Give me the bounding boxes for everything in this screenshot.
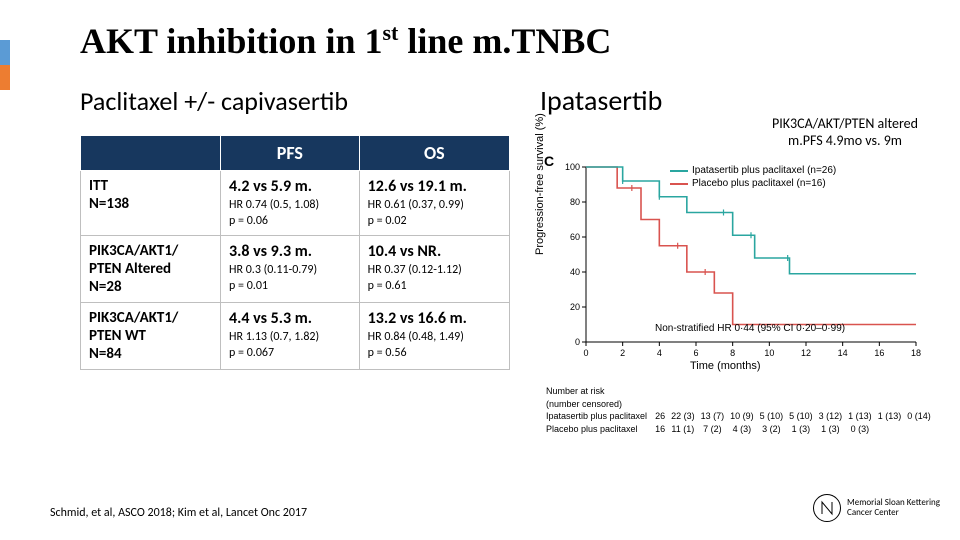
svg-text:20: 20 — [570, 302, 580, 312]
svg-text:6: 6 — [693, 348, 698, 358]
risk-cell: 1 (3) — [819, 423, 849, 436]
legend-row-ipa: Ipatasertib plus paclitaxel (n=26) — [670, 165, 836, 176]
svg-text:40: 40 — [570, 267, 580, 277]
risk-cell: 16 — [655, 423, 671, 436]
svg-text:16: 16 — [874, 348, 884, 358]
svg-text:0: 0 — [583, 348, 588, 358]
svg-text:18: 18 — [911, 348, 921, 358]
svg-text:8: 8 — [730, 348, 735, 358]
row-label: PIK3CA/AKT1/PTEN AlteredN=28 — [81, 236, 221, 303]
os-cell: 12.6 vs 19.1 m.HR 0.61 (0.37, 0.99)p = 0… — [359, 171, 509, 236]
risk-cell: 3 (12) — [819, 410, 849, 423]
risk-cell: 10 (9) — [730, 410, 760, 423]
os-cell: 13.2 vs 16.6 m.HR 0.84 (0.48, 1.49)p = 0… — [359, 303, 509, 370]
svg-text:2: 2 — [620, 348, 625, 358]
risk-cell: 1 (13) — [878, 410, 908, 423]
os-cell: 10.4 vs NR.HR 0.37 (0.12-1.12)p = 0.61 — [359, 236, 509, 303]
subtitle-left: Paclitaxel +/- capivasertib — [80, 85, 348, 117]
title-pre: AKT inhibition in 1 — [80, 21, 382, 61]
mskcc-logo: Memorial Sloan Kettering Cancer Center — [813, 494, 940, 522]
risk-cell: 11 (1) — [671, 423, 701, 436]
svg-text:12: 12 — [801, 348, 811, 358]
page-title: AKT inhibition in 1st line m.TNBC — [80, 20, 611, 62]
pfs-cell: 3.8 vs 9.3 m.HR 0.3 (0.11-0.79)p = 0.01 — [221, 236, 360, 303]
risk-row: Placebo plus paclitaxel1611 (1)7 (2)4 (3… — [546, 423, 937, 436]
legend-row-placebo: Placebo plus paclitaxel (n=16) — [670, 178, 836, 189]
km-legend: Ipatasertib plus paclitaxel (n=26) Place… — [670, 165, 836, 191]
legend-label-placebo: Placebo plus paclitaxel (n=16) — [692, 178, 826, 189]
risk-cell: 5 (10) — [760, 410, 790, 423]
row-label: PIK3CA/AKT1/PTEN WTN=84 — [81, 303, 221, 370]
title-sup: st — [382, 20, 398, 45]
risk-cell: 26 — [655, 410, 671, 423]
svg-text:4: 4 — [657, 348, 662, 358]
risk-cell: 1 (3) — [789, 423, 819, 436]
pik3-note-line1: PIK3CA/AKT/PTEN altered — [772, 115, 918, 132]
pik3-note-line2: m.PFS 4.9mo vs. 9m — [788, 132, 902, 149]
legend-swatch-ipa — [670, 170, 688, 172]
km-xlabel: Time (months) — [690, 360, 761, 372]
risk-cell: 5 (10) — [789, 410, 819, 423]
pfs-cell: 4.4 vs 5.3 m.HR 1.13 (0.7, 1.82)p = 0.06… — [221, 303, 360, 370]
title-post: line m.TNBC — [398, 21, 611, 61]
risk-label: Placebo plus paclitaxel — [546, 423, 655, 436]
logo-line2: Cancer Center — [847, 507, 899, 518]
legend-label-ipa: Ipatasertib plus paclitaxel (n=26) — [692, 165, 836, 176]
logo-text: Memorial Sloan Kettering Cancer Center — [847, 498, 940, 518]
risk-cell — [907, 423, 937, 436]
logo-icon — [813, 494, 841, 522]
risk-cell: 4 (3) — [730, 423, 760, 436]
pik3-note: PIK3CA/AKT/PTEN altered m.PFS 4.9mo vs. … — [745, 115, 945, 149]
risk-cell: 0 (14) — [907, 410, 937, 423]
row-label: ITTN=138 — [81, 171, 221, 236]
svg-text:14: 14 — [838, 348, 848, 358]
results-table: PFS OS ITTN=1384.2 vs 5.9 m.HR 0.74 (0.5… — [80, 135, 510, 370]
risk-cell: 7 (2) — [701, 423, 731, 436]
legend-swatch-placebo — [670, 183, 688, 185]
svg-text:100: 100 — [565, 162, 580, 172]
pfs-cell: 4.2 vs 5.9 m.HR 0.74 (0.5, 1.08)p = 0.06 — [221, 171, 360, 236]
subtitle-right: Ipatasertib — [540, 83, 662, 118]
risk-table: Number at risk (number censored) Ipatase… — [546, 385, 937, 435]
th-blank — [81, 136, 221, 171]
svg-text:60: 60 — [570, 232, 580, 242]
svg-text:10: 10 — [764, 348, 774, 358]
risk-cell: 1 (13) — [848, 410, 878, 423]
risk-cell — [878, 423, 908, 436]
risk-row: Ipatasertib plus paclitaxel2622 (3)13 (7… — [546, 410, 937, 423]
risk-label: Ipatasertib plus paclitaxel — [546, 410, 655, 423]
risk-cell: 3 (2) — [760, 423, 790, 436]
th-os: OS — [359, 136, 509, 171]
accent-bar — [0, 40, 10, 90]
risk-cell: 0 (3) — [848, 423, 878, 436]
svg-text:0: 0 — [575, 337, 580, 347]
svg-text:80: 80 — [570, 197, 580, 207]
km-plot: C 020406080100024681012141618 Progressio… — [540, 155, 940, 475]
th-pfs: PFS — [221, 136, 360, 171]
table-row: PIK3CA/AKT1/PTEN AlteredN=283.8 vs 9.3 m… — [81, 236, 510, 303]
citation: Schmid, et al, ASCO 2018; Kim et al, Lan… — [50, 506, 307, 520]
risk-cell: 13 (7) — [701, 410, 731, 423]
table-row: PIK3CA/AKT1/PTEN WTN=844.4 vs 5.3 m.HR 1… — [81, 303, 510, 370]
risk-header1: Number at risk — [546, 385, 937, 398]
risk-header2: (number censored) — [546, 398, 937, 411]
table-row: ITTN=1384.2 vs 5.9 m.HR 0.74 (0.5, 1.08)… — [81, 171, 510, 236]
km-ylabel: Progression-free survival (%) — [534, 113, 546, 255]
risk-cell: 22 (3) — [671, 410, 701, 423]
km-hr-text: Non-stratified HR 0·44 (95% CI 0·20–0·99… — [655, 323, 845, 334]
